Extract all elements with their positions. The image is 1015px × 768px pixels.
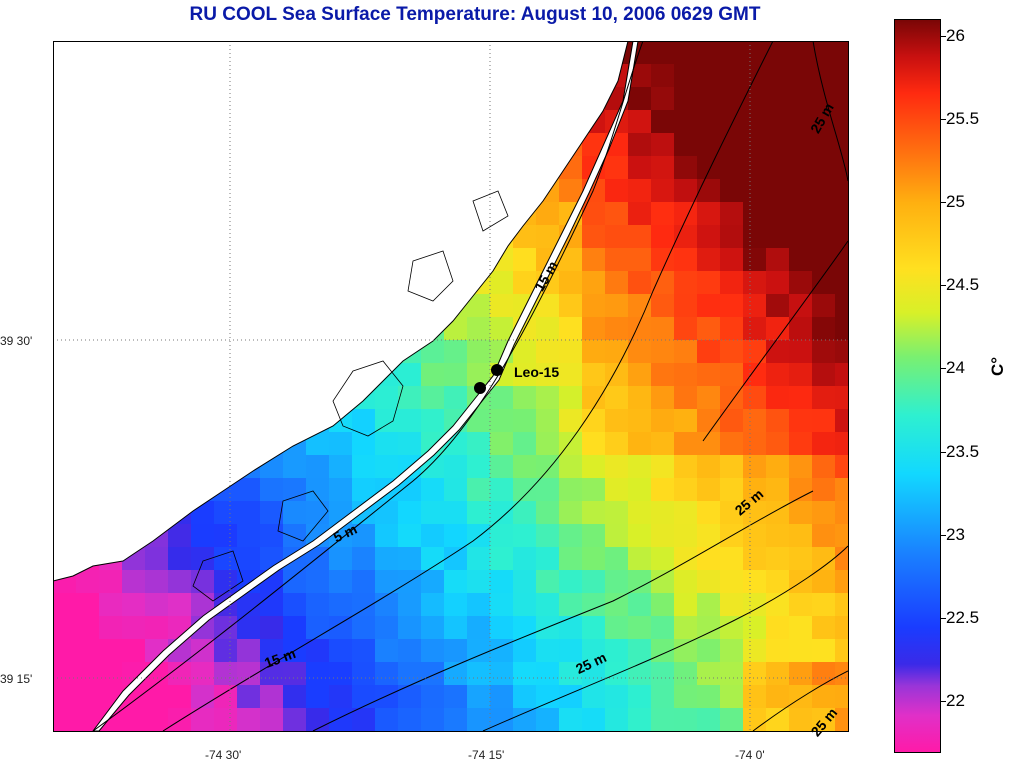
colorbar-tick-label: 26: [946, 25, 965, 45]
colorbar-tick-label: 23.5: [946, 441, 980, 461]
colorbar-tick: [941, 118, 946, 120]
latitude-tick-39-15: 39 15': [0, 672, 33, 686]
colorbar-tick: [941, 368, 946, 370]
colorbar-tick-label: 24.5: [946, 275, 980, 295]
station-marker-2: [474, 382, 486, 394]
colorbar-tick-label: 22: [946, 691, 965, 711]
station-marker-1: [491, 364, 503, 376]
colorbar-tick: [941, 701, 946, 703]
land-mass: [53, 41, 629, 582]
colorbar-tick: [941, 534, 946, 536]
colorbar-tick: [941, 35, 946, 37]
longitude-tick-74-0: -74 0': [735, 748, 765, 762]
map-title: RU COOL Sea Surface Temperature: August …: [189, 4, 761, 25]
graticule: [53, 41, 848, 731]
colorbar-tick: [941, 202, 946, 203]
temperature-colorbar: [894, 19, 941, 753]
colorbar-tick: [941, 451, 946, 453]
sst-map[interactable]: [53, 41, 848, 731]
longitude-tick-74-30: -74 30': [205, 748, 242, 762]
colorbar-tick-label: 25.5: [946, 108, 980, 128]
colorbar-tick-label: 23: [946, 524, 965, 544]
map-canvas: [53, 41, 848, 731]
colorbar-unit: C°: [988, 356, 1007, 376]
colorbar-tick: [941, 285, 946, 287]
colorbar-tick-label: 24: [946, 358, 965, 378]
colorbar-tick: [941, 617, 946, 619]
colorbar-tick-label: 22.5: [946, 607, 980, 627]
colorbar-tick-label: 25: [946, 192, 965, 211]
station-label: Leo-15: [514, 364, 560, 380]
longitude-tick-74-15: -74 15': [468, 748, 505, 762]
barrier-island: [92, 41, 639, 731]
marsh-outline: [192, 190, 509, 602]
latitude-tick-39-30: 39 30': [0, 334, 33, 348]
